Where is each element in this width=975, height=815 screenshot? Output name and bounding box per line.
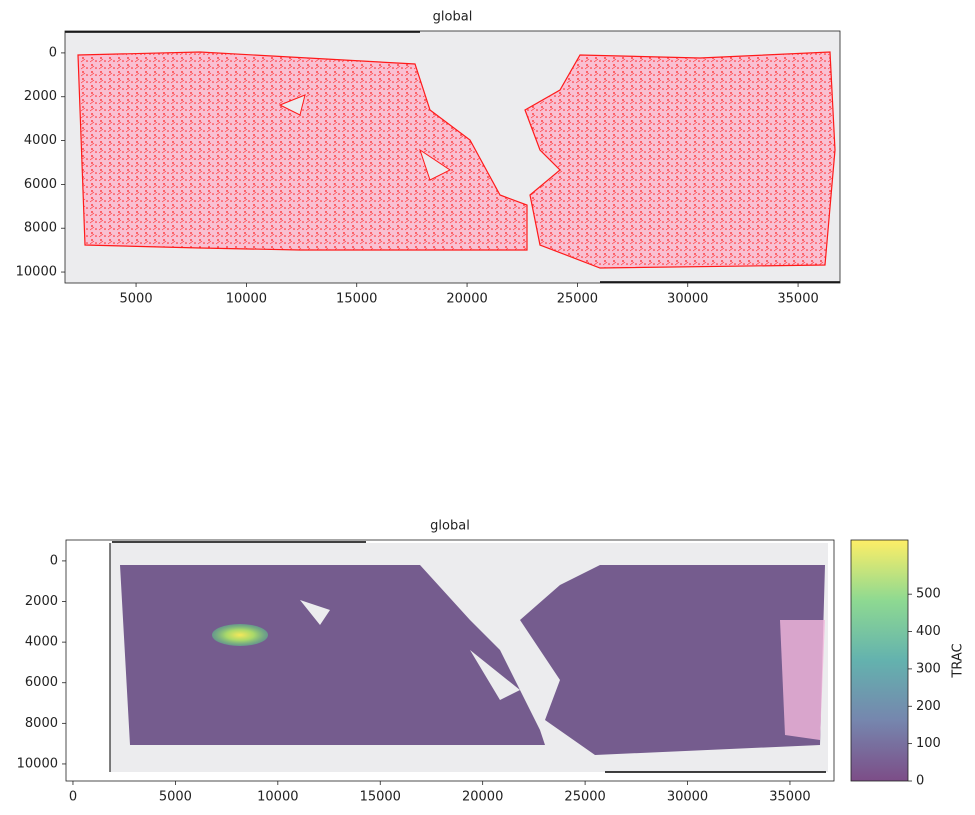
x-tick-label: 35000 (769, 790, 810, 805)
colorbar-tick-label: 300 (916, 661, 941, 676)
x-tick-label: 20000 (462, 790, 503, 805)
colorbar-tick-label: 200 (916, 699, 941, 714)
axes-frame (64, 30, 841, 284)
x-tick-label: 20000 (446, 292, 487, 307)
x-tick-label: 10000 (226, 292, 267, 307)
x-tick-label: 25000 (564, 790, 605, 805)
y-tick-label: 8000 (25, 716, 58, 731)
y-tick-label: 4000 (25, 635, 58, 650)
chart-title: global (433, 10, 473, 25)
x-tick-label: 35000 (777, 292, 818, 307)
y-tick-label: 2000 (25, 594, 58, 609)
y-tick-label: 8000 (24, 221, 57, 236)
colorbar (850, 539, 909, 782)
colorbar-label: TRAC (951, 643, 966, 678)
y-tick-label: 10000 (16, 265, 57, 280)
y-tick-label: 0 (50, 553, 58, 568)
colorbar-tick-label: 400 (916, 624, 941, 639)
y-tick-label: 0 (49, 45, 57, 60)
tissue-image (65, 31, 840, 283)
colorbar-tick-label: 500 (916, 587, 941, 602)
y-tick-label: 4000 (24, 133, 57, 148)
colorbar-tick-label: 100 (916, 736, 941, 751)
hexbin-image (109, 541, 828, 773)
y-tick-label: 10000 (17, 756, 58, 771)
y-tick-label: 2000 (24, 89, 57, 104)
x-tick-label: 5000 (120, 292, 153, 307)
x-tick-label: 15000 (360, 790, 401, 805)
x-tick-label: 25000 (557, 292, 598, 307)
x-tick-label: 30000 (667, 790, 708, 805)
colorbar-tick-label: 0 (916, 774, 924, 789)
y-tick-label: 6000 (25, 675, 58, 690)
x-tick-label: 0 (69, 790, 77, 805)
chart-title: global (430, 519, 470, 534)
x-tick-label: 5000 (159, 790, 192, 805)
x-tick-label: 10000 (257, 790, 298, 805)
x-tick-label: 15000 (336, 292, 377, 307)
x-tick-label: 30000 (667, 292, 708, 307)
y-tick-label: 6000 (24, 177, 57, 192)
axes-frame (65, 539, 835, 782)
